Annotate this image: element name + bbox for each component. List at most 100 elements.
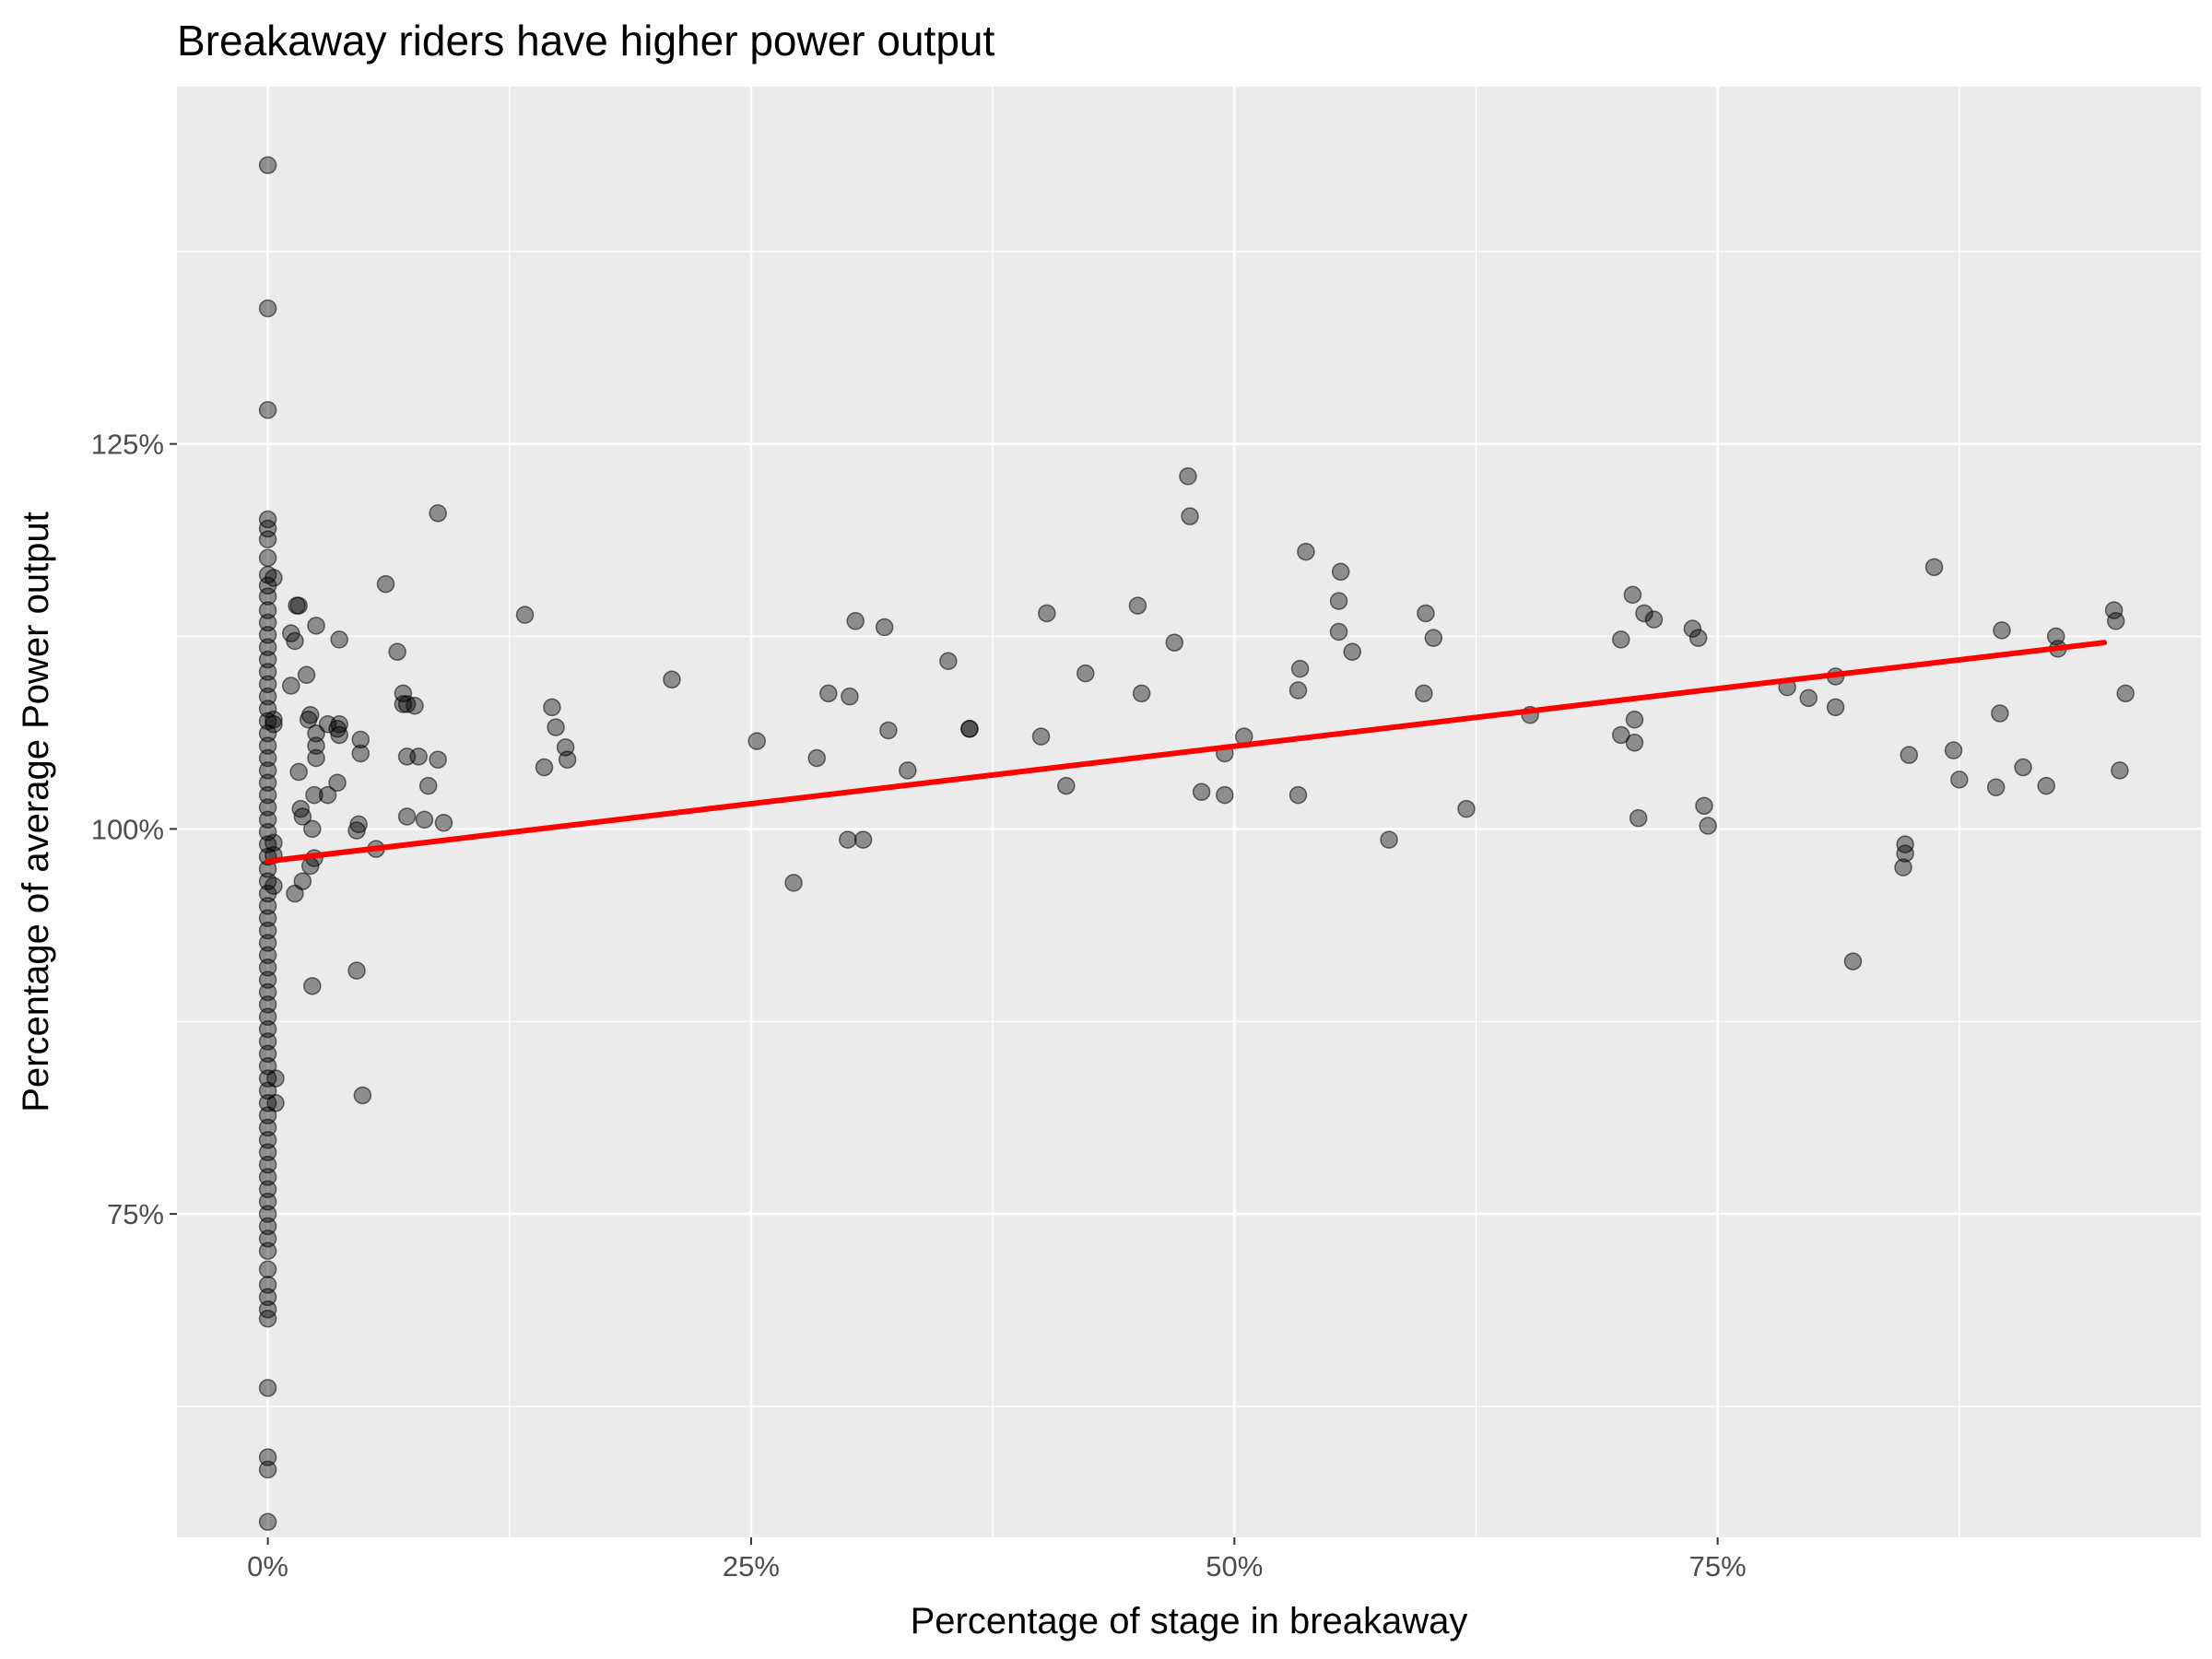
data-point: [258, 1288, 277, 1307]
data-point: [258, 1044, 277, 1064]
data-point: [297, 665, 316, 685]
data-point: [376, 574, 395, 594]
data-point: [258, 761, 277, 780]
data-point: [1179, 466, 1197, 486]
data-point: [747, 732, 766, 750]
data-point: [515, 606, 535, 624]
data-point: [1128, 596, 1147, 615]
data-point: [1695, 796, 1713, 816]
data-point: [875, 618, 894, 637]
data-point: [258, 1019, 277, 1039]
data-point: [353, 1086, 372, 1105]
data-point: [1843, 952, 1863, 971]
data-point: [1635, 604, 1653, 623]
data-point: [258, 156, 277, 174]
data-point: [1944, 741, 1963, 759]
data-point: [265, 833, 283, 853]
data-point: [846, 612, 865, 630]
data-point: [258, 638, 277, 656]
data-point: [293, 872, 312, 890]
data-point: [258, 1131, 277, 1149]
data-point: [258, 1276, 277, 1294]
data-point: [328, 773, 347, 793]
x-axis-label: Percentage of stage in breakaway: [911, 1601, 1468, 1641]
data-point: [258, 982, 277, 1002]
data-point: [258, 1230, 277, 1248]
data-point: [289, 596, 308, 615]
data-point: [300, 705, 320, 724]
data-point: [558, 750, 577, 769]
trend-line-layer: [265, 640, 2108, 865]
data-point: [1057, 776, 1076, 795]
data-point: [415, 810, 434, 830]
data-point: [1991, 704, 2009, 723]
data-point: [258, 909, 277, 928]
data-point: [1699, 817, 1717, 835]
data-point: [265, 710, 283, 729]
grid-minor: [177, 87, 2201, 1537]
data-point: [258, 822, 277, 841]
data-point: [258, 299, 277, 318]
data-point: [286, 631, 304, 651]
data-point: [1986, 778, 2006, 797]
data-point: [1612, 630, 1630, 649]
data-point: [303, 977, 322, 995]
data-point: [819, 684, 838, 703]
data-point: [258, 650, 277, 669]
data-point: [2037, 776, 2055, 795]
data-point: [1799, 688, 1818, 708]
chart-title: Breakaway riders have higher power outpu…: [177, 17, 994, 65]
data-point: [258, 1205, 277, 1223]
data-point: [307, 724, 325, 743]
data-point: [258, 700, 277, 718]
data-point: [1329, 622, 1348, 641]
data-point: [1683, 619, 1702, 638]
data-point: [2106, 612, 2125, 630]
data-point: [1329, 592, 1348, 610]
data-point: [2116, 684, 2135, 703]
data-point: [388, 642, 406, 661]
data-point: [258, 1512, 277, 1532]
data-point: [258, 1217, 277, 1236]
x-tick-label: 25%: [723, 1550, 780, 1583]
data-point: [899, 761, 917, 780]
data-point: [1950, 771, 1969, 789]
data-point: [1288, 785, 1308, 805]
data-point: [1343, 642, 1361, 661]
data-point: [1924, 558, 1944, 577]
data-point: [1331, 562, 1350, 582]
data-point: [307, 617, 325, 635]
data-point: [1896, 835, 1914, 853]
data-point: [1826, 698, 1845, 717]
data-point: [293, 807, 312, 826]
data-point: [258, 1155, 277, 1174]
data-point: [258, 587, 277, 606]
x-tick-label: 0%: [247, 1550, 288, 1583]
data-point: [1380, 830, 1398, 849]
data-point: [1623, 585, 1642, 605]
y-axis-label: Percentage of average Power output: [16, 512, 56, 1112]
data-point: [258, 946, 277, 965]
data-point: [330, 725, 348, 745]
data-point: [406, 696, 424, 715]
data-point: [258, 401, 277, 419]
data-point: [853, 830, 873, 849]
data-point: [318, 785, 337, 805]
data-point: [303, 819, 322, 839]
grid-major: [177, 87, 2201, 1537]
data-point: [281, 677, 300, 695]
data-point: [939, 652, 958, 671]
data-point: [258, 613, 277, 632]
data-point: [266, 1069, 285, 1088]
data-point: [258, 626, 277, 644]
data-point: [258, 1309, 277, 1328]
data-point: [879, 721, 898, 740]
data-point: [429, 750, 447, 769]
y-tick-label: 100%: [91, 813, 164, 845]
data-point: [1031, 727, 1051, 746]
scatter-points: [258, 156, 2135, 1532]
data-point: [265, 715, 283, 734]
data-point: [258, 959, 277, 977]
data-point: [1181, 507, 1199, 525]
